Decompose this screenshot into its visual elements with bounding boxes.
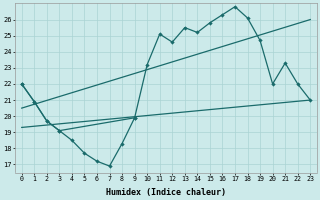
X-axis label: Humidex (Indice chaleur): Humidex (Indice chaleur) bbox=[106, 188, 226, 197]
